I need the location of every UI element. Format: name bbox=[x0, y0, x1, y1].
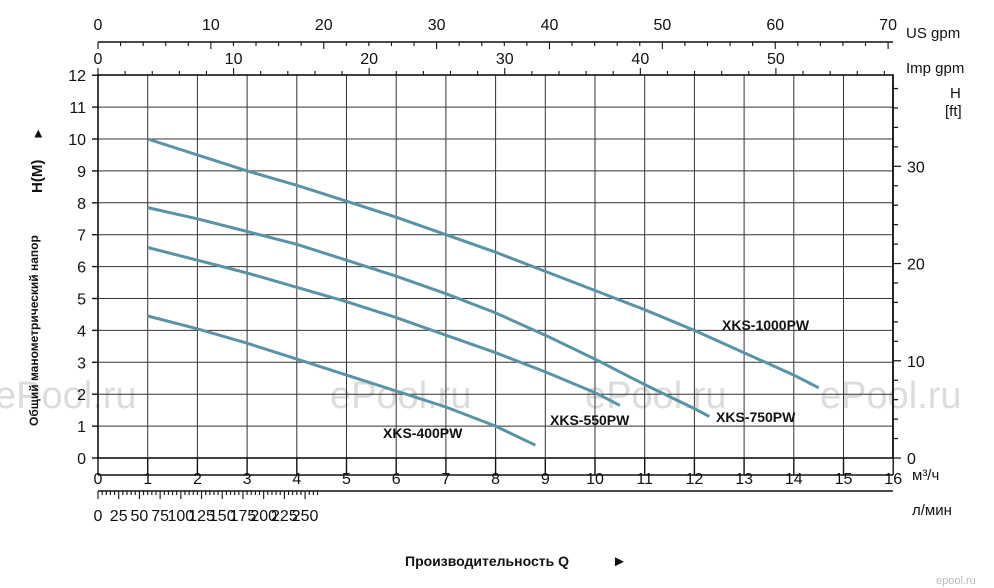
y-tick-label: 6 bbox=[77, 260, 86, 277]
m3h-tick-label: 11 bbox=[636, 471, 653, 488]
lmin-tick-label: 150 bbox=[209, 508, 236, 525]
us-gpm-tick-label: 0 bbox=[94, 17, 103, 34]
m3h-tick-label: 15 bbox=[835, 471, 853, 488]
y-tick-label: 10 bbox=[68, 132, 86, 149]
y-tick-label: 2 bbox=[77, 387, 86, 404]
m3h-tick-label: 5 bbox=[342, 471, 351, 488]
lmin-tick-label: 175 bbox=[230, 508, 257, 525]
y-axis-title: Общий манометрический напор bbox=[27, 235, 41, 426]
series-curve-xks-750pw bbox=[147, 206, 711, 418]
lmin-tick-label: 0 bbox=[94, 508, 103, 525]
m3h-tick-label: 12 bbox=[686, 471, 704, 488]
series-label: XKS-400PW bbox=[383, 425, 463, 441]
watermark-layer: ePool.ru ePool.ru ePool.ru ePool.ru bbox=[0, 375, 962, 417]
m3h-tick-label: 13 bbox=[735, 471, 753, 488]
ft-tick-label: 30 bbox=[907, 159, 925, 176]
imp-gpm-tick-label: 0 bbox=[94, 51, 103, 68]
series-label: XKS-1000PW bbox=[722, 317, 810, 333]
imp-gpm-tick-label: 40 bbox=[631, 51, 649, 68]
us-gpm-tick-label: 70 bbox=[879, 17, 897, 34]
us-gpm-tick-label: 40 bbox=[541, 17, 559, 34]
ft-tick-label: 20 bbox=[907, 257, 925, 274]
series-curve-xks-1000pw bbox=[147, 137, 820, 390]
us-gpm-tick-label: 20 bbox=[315, 17, 333, 34]
x-axis-q-arrow: ► bbox=[612, 553, 627, 570]
m3h-tick-label: 3 bbox=[243, 471, 252, 488]
lmin-tick-label: 225 bbox=[271, 508, 298, 525]
m3h-tick-label: 4 bbox=[292, 471, 301, 488]
us-gpm-tick-label: 10 bbox=[202, 17, 220, 34]
lmin-tick-label: 200 bbox=[250, 508, 277, 525]
watermark-text: ePool.ru bbox=[330, 375, 472, 417]
m3h-tick-label: 1 bbox=[143, 471, 152, 488]
watermark-text: ePool.ru bbox=[585, 375, 727, 417]
ft-unit-label-ft: [ft] bbox=[945, 103, 962, 120]
y-tick-label: 5 bbox=[77, 292, 86, 309]
y-tick-label: 9 bbox=[77, 164, 86, 181]
y-tick-label: 0 bbox=[77, 451, 86, 468]
lmin-tick-label: 100 bbox=[167, 508, 194, 525]
y-tick-label: 7 bbox=[77, 228, 86, 245]
m3h-tick-label: 14 bbox=[785, 471, 803, 488]
ft-unit-label-h: H bbox=[950, 85, 961, 102]
ft-tick-label: 0 bbox=[907, 451, 916, 468]
y-axis-unit: H(M) bbox=[29, 160, 46, 193]
brand-corner-logo: epool.ru bbox=[936, 575, 976, 587]
m3h-tick-label: 10 bbox=[586, 471, 604, 488]
watermark-text: ePool.ru bbox=[820, 375, 962, 417]
m3h-unit-label: м³/ч bbox=[912, 467, 939, 484]
imp-gpm-unit-label: Imp gpm bbox=[906, 60, 964, 77]
m3h-tick-label: 6 bbox=[392, 471, 401, 488]
lmin-tick-label: 50 bbox=[131, 508, 149, 525]
lmin-tick-label: 25 bbox=[110, 508, 128, 525]
lmin-tick-label: 250 bbox=[292, 508, 319, 525]
curves-layer bbox=[147, 137, 820, 447]
grid-lines bbox=[98, 75, 893, 458]
m3h-tick-label: 9 bbox=[541, 471, 550, 488]
y-tick-label: 8 bbox=[77, 196, 86, 213]
y-tick-label: 4 bbox=[77, 323, 86, 340]
imp-gpm-tick-label: 50 bbox=[767, 51, 785, 68]
us-gpm-tick-label: 50 bbox=[653, 17, 671, 34]
m3h-tick-label: 0 bbox=[94, 471, 103, 488]
m3h-tick-label: 7 bbox=[441, 471, 450, 488]
watermark-text: ePool.ru bbox=[0, 375, 137, 417]
series-label: XKS-550PW bbox=[550, 412, 630, 428]
lmin-tick-label: 125 bbox=[188, 508, 215, 525]
series-curve-xks-550pw bbox=[147, 246, 621, 407]
imp-gpm-tick-label: 20 bbox=[360, 51, 378, 68]
lmin-tick-label: 75 bbox=[151, 508, 169, 525]
series-curve-xks-400pw bbox=[147, 314, 537, 447]
y-axis-arrow: ► bbox=[30, 127, 45, 140]
series-labels-layer: XKS-400PW XKS-550PW XKS-750PW XKS-1000PW bbox=[383, 317, 810, 441]
us-gpm-unit-label: US gpm bbox=[906, 25, 960, 42]
y-tick-label: 12 bbox=[68, 68, 86, 85]
y-tick-label: 1 bbox=[77, 419, 86, 436]
y-tick-label: 11 bbox=[69, 100, 86, 117]
m3h-tick-label: 16 bbox=[884, 471, 902, 488]
us-gpm-tick-label: 30 bbox=[428, 17, 446, 34]
imp-gpm-tick-label: 10 bbox=[225, 51, 243, 68]
m3h-tick-label: 2 bbox=[193, 471, 202, 488]
ft-tick-label: 10 bbox=[907, 354, 925, 371]
lmin-unit-label: л/мин bbox=[912, 502, 952, 519]
imp-gpm-tick-label: 30 bbox=[496, 51, 514, 68]
us-gpm-tick-label: 60 bbox=[766, 17, 784, 34]
series-label: XKS-750PW bbox=[716, 409, 796, 425]
x-axis-title: Производительность Q bbox=[405, 553, 569, 569]
m3h-tick-label: 8 bbox=[491, 471, 500, 488]
y-tick-label: 3 bbox=[77, 355, 86, 372]
